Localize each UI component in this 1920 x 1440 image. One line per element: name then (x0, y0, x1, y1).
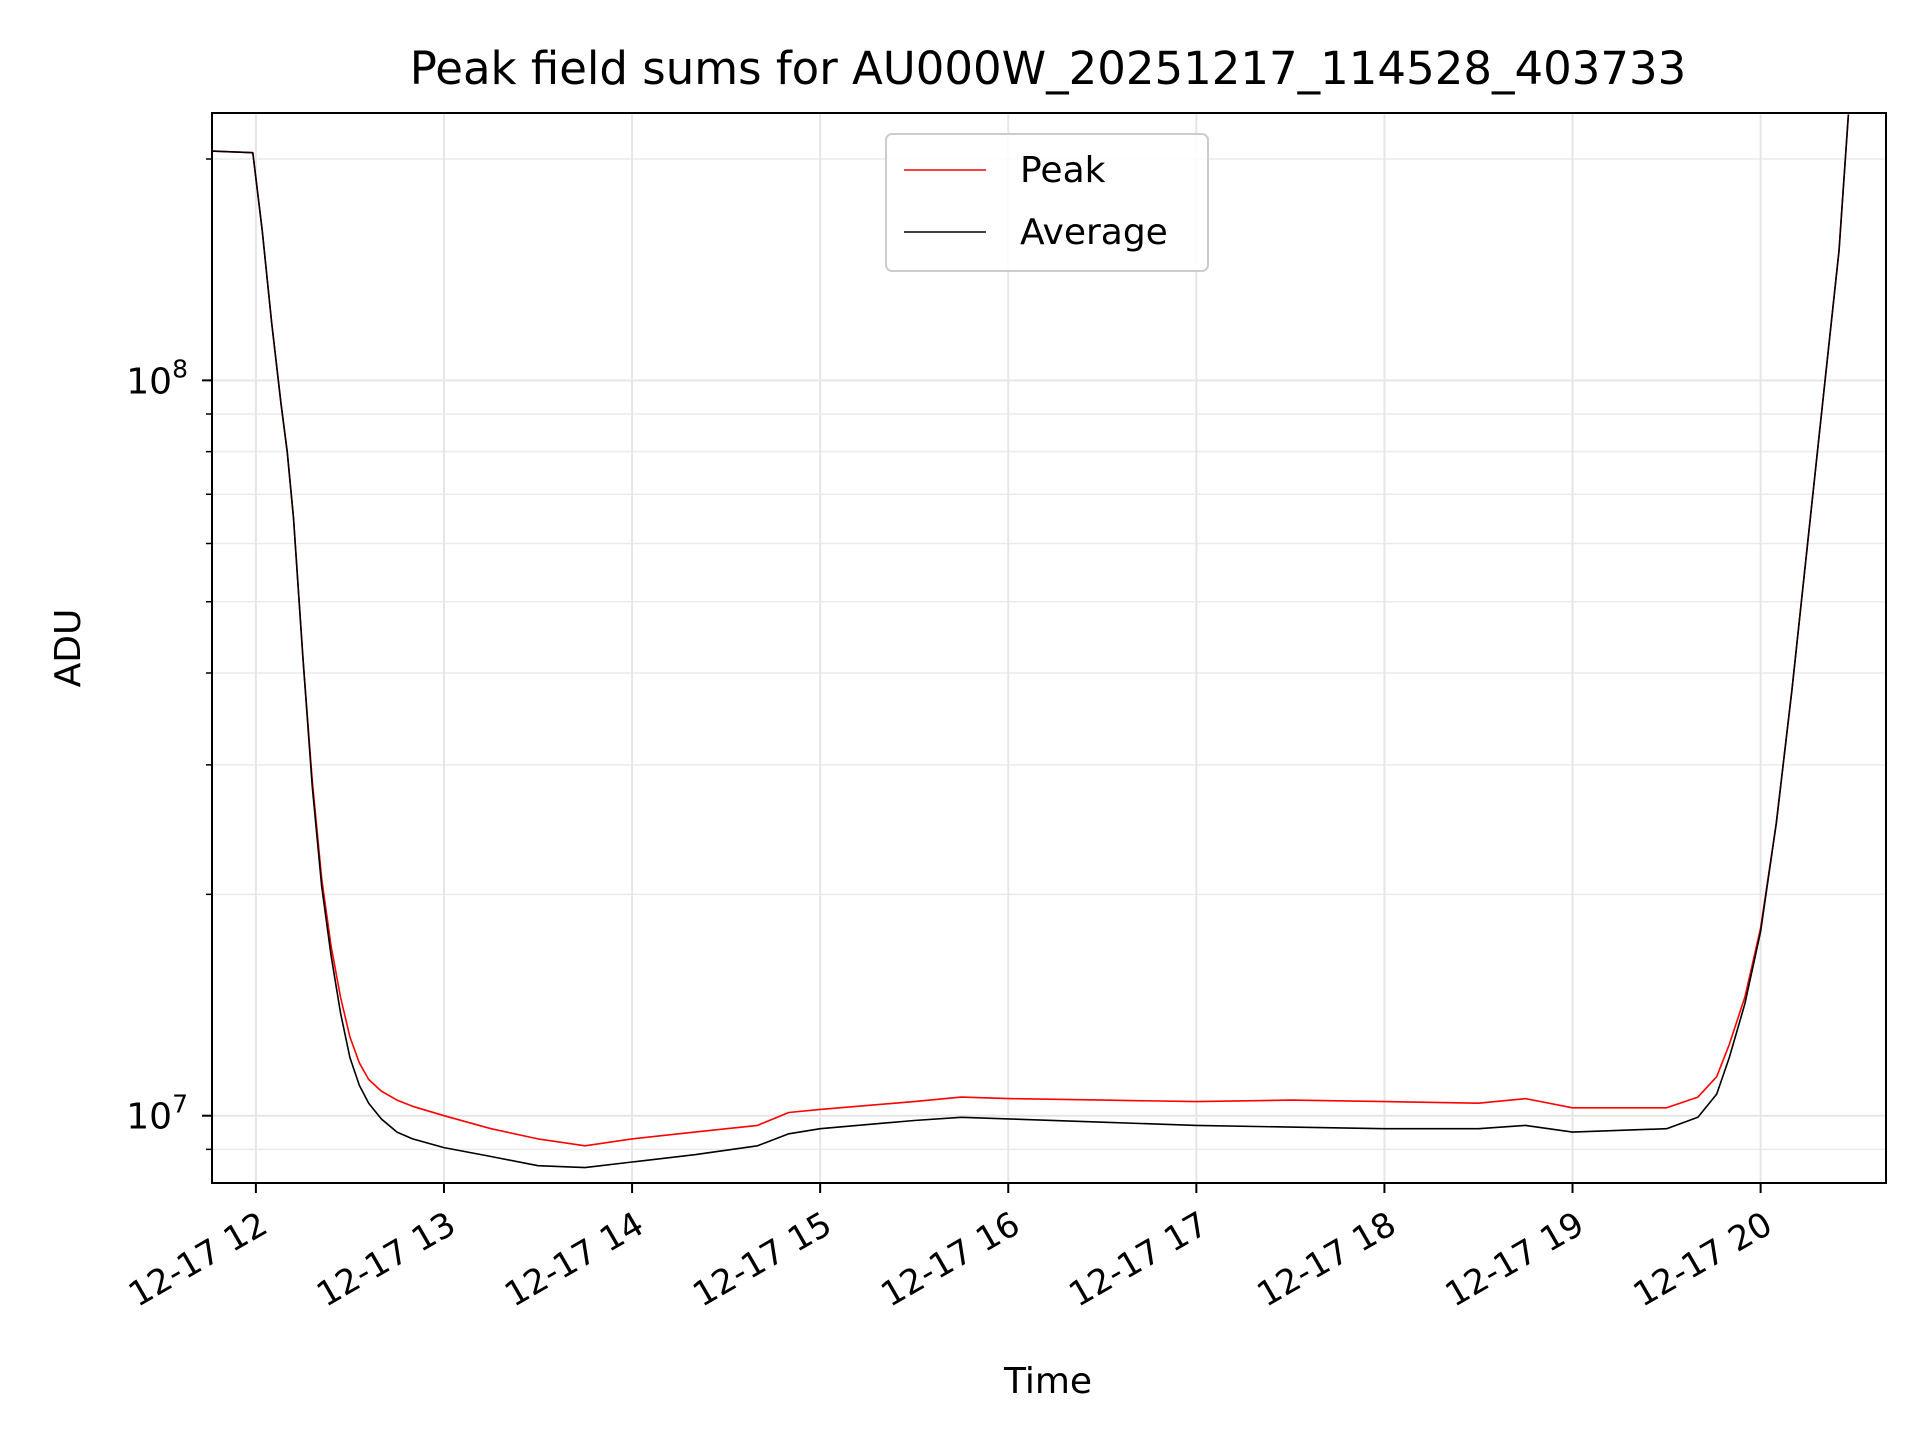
y-axis-label: ADU (48, 609, 89, 688)
x-axis-label: Time (1003, 1361, 1092, 1402)
y-tick-label: 108 (126, 354, 188, 402)
series-line-average (211, 114, 1850, 1169)
series-layer (211, 114, 1850, 1169)
legend-label-peak: Peak (1020, 150, 1106, 191)
legend-label-average: Average (1020, 212, 1168, 253)
chart-title: Peak field sums for AU000W_20251217_1145… (410, 42, 1687, 95)
plot-frame (211, 112, 1887, 1184)
legend: Peak Average (885, 133, 1209, 272)
legend-box (885, 133, 1209, 272)
y-tick-label: 107 (126, 1090, 188, 1138)
